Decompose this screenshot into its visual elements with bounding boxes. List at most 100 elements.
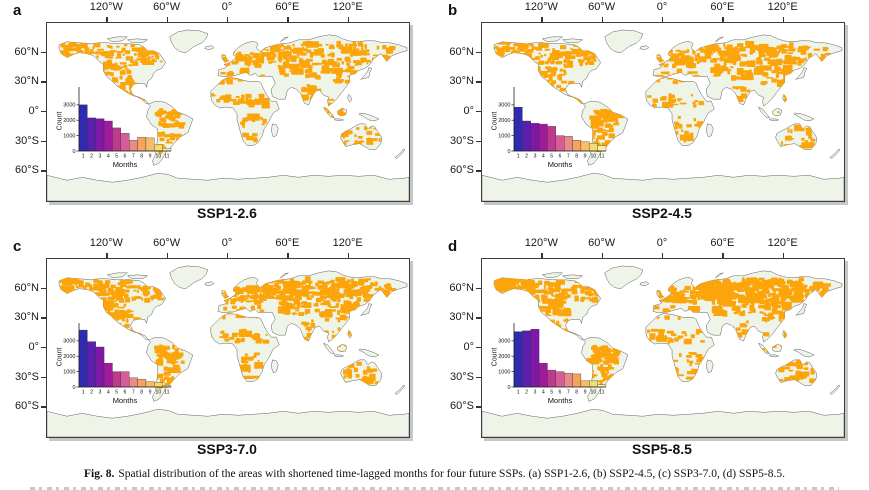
hist-x-tick-label: 9 <box>584 154 587 160</box>
lat-tick-mark <box>41 51 46 53</box>
hist-y-tick-label: 3000 <box>498 339 510 345</box>
hist-x-tick-label: 10 <box>591 154 597 160</box>
hist-x-tick-label: 6 <box>124 154 127 160</box>
lon-tick-mark <box>722 17 724 22</box>
hist-y-tick-label: 0 <box>72 385 75 391</box>
hist-x-tick-label: 9 <box>149 390 152 396</box>
hist-x-tick-label: 10 <box>156 390 162 396</box>
map-frame: 1 2 3 4 5 6 7 8 9 10 11 0 1000 2000 3000 Count Months <box>46 258 410 438</box>
inset-histogram-chart: 1 2 3 4 5 6 7 8 9 10 11 0 1000 2000 3000 Count Months <box>492 87 607 169</box>
lat-tick-label: 30°S <box>15 134 39 147</box>
hist-bar-month-2 <box>87 341 96 388</box>
lon-tick-label: 0° <box>221 1 233 13</box>
lon-tick-label: 60°E <box>275 237 300 249</box>
hist-x-tick-label: 11 <box>164 154 169 160</box>
lon-tick-mark <box>287 17 289 22</box>
hist-x-tick-label: 10 <box>156 154 162 160</box>
lon-tick-label: 60°W <box>153 1 181 13</box>
hist-bar-month-8 <box>137 136 147 152</box>
hist-bar-month-4 <box>538 123 548 152</box>
lon-tick-mark <box>662 253 664 258</box>
lon-tick-label: 60°W <box>588 1 616 13</box>
map-frame: 1 2 3 4 5 6 7 8 9 10 11 0 1000 2000 3000 Count Months <box>481 22 845 202</box>
inset-histogram: 1 2 3 4 5 6 7 8 9 10 11 0 1000 2000 3000 Count Months <box>55 85 175 173</box>
lat-tick-label: 0° <box>463 105 474 117</box>
lat-tick-label: 30°S <box>15 370 39 383</box>
hist-bar-month-9 <box>145 137 155 152</box>
lon-tick-mark <box>782 17 784 22</box>
hist-ylabel: Count <box>492 112 499 131</box>
panel-b: b 120°W 60°W 0° 60°E 120°E 60°N 30°N 0° 30°S 60°S 1… <box>435 0 869 234</box>
hist-x-tick-label: 4 <box>107 390 110 396</box>
hist-bar-month-6 <box>555 371 565 388</box>
hist-x-tick-label: 7 <box>132 390 135 396</box>
lat-tick-label: 30°N <box>449 75 474 88</box>
lon-tick-label: 120°W <box>524 237 558 249</box>
lon-tick-mark <box>287 253 289 258</box>
hist-x-tick-label: 1 <box>517 154 520 160</box>
lat-tick-label: 60°S <box>15 400 39 413</box>
hist-xlabel: Months <box>113 160 138 169</box>
hist-ylabel: Count <box>492 348 499 367</box>
lon-tick-label: 0° <box>656 237 668 249</box>
lat-tick-mark <box>476 347 481 349</box>
hist-bar-month-5 <box>547 369 556 388</box>
hist-x-tick-label: 5 <box>550 154 553 160</box>
hist-x-tick-label: 5 <box>115 390 118 396</box>
hist-x-tick-label: 8 <box>140 154 143 160</box>
hist-bar-month-5 <box>547 126 556 152</box>
panel-a: a 120°W 60°W 0° 60°E 120°E 60°N 30°N 0° 30°S 60°S 1… <box>0 0 434 234</box>
hist-bar-month-2 <box>87 117 96 152</box>
lat-tick-mark <box>41 81 46 83</box>
hist-bar-month-11 <box>597 145 607 152</box>
hist-y-tick-label: 2000 <box>498 354 510 360</box>
lat-tick-mark <box>41 287 46 289</box>
lat-tick-mark <box>476 140 481 142</box>
lat-tick-label: 60°N <box>449 45 474 58</box>
panel-c: c 120°W 60°W 0° 60°E 120°E 60°N 30°N 0° 30°S 60°S 1… <box>0 236 434 470</box>
map-frame: 1 2 3 4 5 6 7 8 9 10 11 0 1000 2000 3000 Count Months <box>46 22 410 202</box>
hist-y-tick-label: 0 <box>507 385 510 391</box>
lat-tick-mark <box>41 347 46 349</box>
hist-x-tick-label: 1 <box>82 390 85 396</box>
panel-letter: a <box>13 2 22 19</box>
lat-tick-mark <box>476 376 481 378</box>
panel-letter: b <box>448 2 458 19</box>
hist-bar-month-2 <box>522 120 531 152</box>
highlighted-areas <box>492 40 831 153</box>
hist-bar-month-6 <box>555 135 565 152</box>
lat-tick-mark <box>476 317 481 319</box>
hist-y-tick-label: 3000 <box>63 339 75 345</box>
lon-tick-label: 120°E <box>767 237 798 249</box>
hist-y-tick-label: 1000 <box>498 134 510 140</box>
hist-y-tick-label: 2000 <box>63 118 75 124</box>
lat-tick-label: 60°N <box>14 281 39 294</box>
world-map <box>482 29 844 201</box>
lon-tick-mark <box>227 17 229 22</box>
hist-x-tick-label: 4 <box>107 154 110 160</box>
hist-bar-month-10 <box>154 382 163 388</box>
inset-histogram-chart: 1 2 3 4 5 6 7 8 9 10 11 0 1000 2000 3000 Count Months <box>57 323 172 405</box>
lat-tick-label: 30°S <box>450 370 474 383</box>
lat-tick-label: 30°N <box>14 75 39 88</box>
hist-bar-month-3 <box>95 118 105 152</box>
hist-bar-month-7 <box>564 136 573 152</box>
inset-histogram: 1 2 3 4 5 6 7 8 9 10 11 0 1000 2000 3000 Count Months <box>55 321 175 409</box>
hist-x-tick-label: 2 <box>525 154 528 160</box>
lon-tick-mark <box>227 253 229 258</box>
hist-bar-month-6 <box>120 371 130 388</box>
hist-x-tick-label: 8 <box>575 154 578 160</box>
lon-tick-label: 60°W <box>588 237 616 249</box>
hist-x-tick-label: 6 <box>559 390 562 396</box>
panel-title: SSP5-8.5 <box>632 441 692 457</box>
latitude-axis: 60°N 30°N 0° 30°S 60°S <box>435 22 481 200</box>
lon-tick-label: 120°E <box>332 237 363 249</box>
lon-tick-label: 120°E <box>332 1 363 13</box>
hist-x-tick-label: 3 <box>98 390 101 396</box>
lon-tick-mark <box>662 17 664 22</box>
lat-tick-label: 60°S <box>450 400 474 413</box>
panel-title: SSP2-4.5 <box>632 205 692 221</box>
hist-bar-month-4 <box>103 362 113 388</box>
hist-bar-month-8 <box>572 373 582 388</box>
